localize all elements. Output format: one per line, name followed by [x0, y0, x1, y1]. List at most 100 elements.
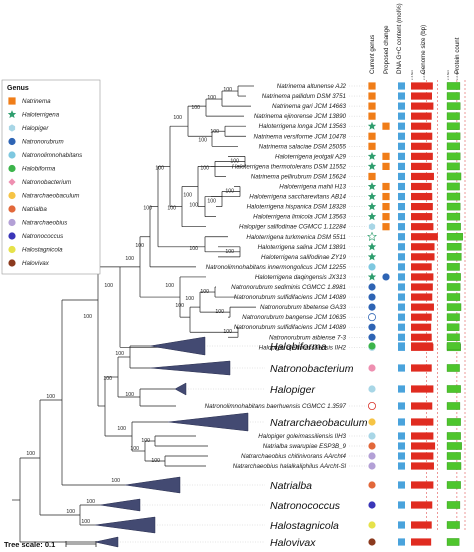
current-genus-marker [368, 342, 376, 350]
genome-size-bar [411, 313, 432, 321]
bootstrap-label: 100 [165, 283, 174, 289]
current-genus-marker [368, 323, 376, 331]
genus-legend: Genus Natrinema Haloterrigena Halopiger Natr… [1, 79, 101, 275]
tree-branches [12, 85, 256, 543]
bootstrap-label: 100 [66, 509, 75, 515]
current-genus-marker [368, 92, 376, 100]
genome-size-bar [411, 323, 432, 331]
bootstrap-label: 100 [207, 199, 216, 205]
protein-count-bar [446, 273, 461, 281]
protein-count-bar [446, 192, 461, 201]
genome-size-bar [411, 243, 435, 251]
current-genus-marker [368, 112, 376, 120]
genome-size-bar [411, 122, 432, 130]
gc-content-bar [398, 442, 405, 450]
leaf-label: Natronolimnohabitans innermongolicus JCM… [206, 264, 347, 271]
axis-unit-label: x 4.8e3 [446, 70, 450, 80]
current-genus-marker [367, 192, 377, 201]
leaf-label: Halopiger djelfimassiliensis IIH2 [259, 344, 347, 351]
bootstrap-label: 100 [130, 446, 139, 452]
leaf-label: Natronorubrum aibiense 7-3 [269, 334, 347, 341]
table-row: Haloterrigena daqingensis JX313 [255, 272, 461, 281]
proposed-change-marker [382, 192, 390, 201]
gc-content-bar [398, 481, 405, 489]
gc-content-bar [398, 152, 405, 160]
genome-size-bar [411, 132, 433, 140]
bootstrap-label: 100 [81, 519, 90, 525]
current-genus-marker [368, 452, 376, 460]
gc-content-bar [398, 323, 405, 331]
gc-content-bar [398, 538, 405, 546]
protein-count-bar [446, 452, 461, 460]
current-genus-marker [367, 212, 377, 221]
genome-size-bar [411, 263, 432, 271]
gc-content-bar [398, 263, 405, 271]
leaf-label: Natronorubrum sulfidifaciens JCM 14089 [234, 294, 347, 301]
collapsed-clade-triangle [99, 498, 141, 512]
genome-size-bar [411, 142, 432, 150]
current-genus-marker [367, 151, 377, 160]
table-row: Natronorubrum aibiense 7-3 [269, 333, 460, 341]
clade-label: Natrarchaeobaculum [270, 417, 368, 429]
bootstrap-label: 100 [189, 246, 198, 252]
clade-row: Halobiforma [270, 341, 461, 353]
axis-unit-label: x 2.0e3 [455, 70, 459, 80]
genome-size-bar [411, 402, 433, 410]
protein-count-bar [446, 212, 461, 221]
table-row: Natronolimnohabitans innermongolicus JCM… [206, 263, 460, 271]
current-genus-marker [367, 231, 377, 241]
bootstrap-label: 100 [185, 296, 194, 302]
gc-content-bar [398, 313, 405, 321]
table-row: Haloterrigena saccharevitans AB14 [249, 192, 461, 201]
leaf-label: Haloterrigena mahii H13 [279, 184, 346, 191]
bootstrap-label: 100 [198, 137, 207, 143]
genome-size-bar [411, 182, 432, 191]
gc-content-bar [398, 402, 405, 410]
clade-row: Halopiger [270, 384, 461, 396]
current-genus-marker [367, 401, 376, 410]
genome-size-bar [411, 501, 433, 509]
leaf-label: Haloterrigena saccharevitans AB14 [249, 194, 346, 201]
genome-size-bar [411, 92, 432, 100]
proposed-change-marker [382, 162, 390, 170]
bootstrap-label: 100 [125, 256, 134, 262]
protein-count-bar [446, 122, 460, 130]
current-genus-marker [367, 252, 377, 261]
column-header: Proposed change [383, 25, 390, 74]
table-row: Natrinema salaciae DSM 25055 [259, 142, 460, 150]
bootstrap-values: 1001001001001001001001001001001001001001… [26, 87, 239, 525]
clade-row: Natronococcus [270, 500, 461, 512]
protein-count-bar [446, 501, 461, 509]
current-genus-marker [368, 481, 376, 489]
protein-count-bar [446, 92, 460, 100]
protein-count-bar [446, 152, 461, 161]
legend-marker [8, 151, 16, 159]
current-genus-marker [368, 418, 376, 426]
bootstrap-label: 100 [86, 499, 95, 505]
leaf-label: Natrinema pallidum DSM 3751 [262, 93, 346, 100]
gc-content-bar [398, 293, 405, 301]
clade-row: Natronobacterium [270, 363, 460, 375]
bootstrap-label: 100 [210, 129, 219, 135]
proposed-change-marker [382, 273, 390, 281]
legend-item-label: Halovivax [22, 260, 50, 267]
tree-scale-label: Tree scale: 0.1 [4, 540, 55, 549]
protein-count-bar [446, 521, 460, 529]
current-genus-marker [368, 263, 376, 271]
gc-content-bar [398, 132, 405, 140]
axis-unit-label: x 2.0e3 [422, 70, 426, 80]
table-row: Haloterrigena turkmenica DSM 5511 [246, 231, 463, 241]
bootstrap-label: 100 [225, 189, 234, 195]
bootstrap-label: 100 [191, 105, 200, 111]
genome-size-bar [411, 432, 434, 440]
table-row: Haloterrigena limicola JCM 13563 [253, 212, 461, 221]
gc-content-bar [398, 213, 405, 221]
proposed-change-marker [382, 213, 390, 221]
bootstrap-label: 100 [26, 451, 35, 457]
gc-content-bar [398, 432, 405, 440]
leaf-label: Natrinema gari JCM 14663 [272, 103, 346, 110]
gc-content-bar [398, 283, 405, 291]
bootstrap-label: 100 [200, 289, 209, 295]
legend-item-label: Halobiforma [22, 166, 56, 173]
table-row: Natrinema altunense AJ2 [277, 82, 461, 90]
